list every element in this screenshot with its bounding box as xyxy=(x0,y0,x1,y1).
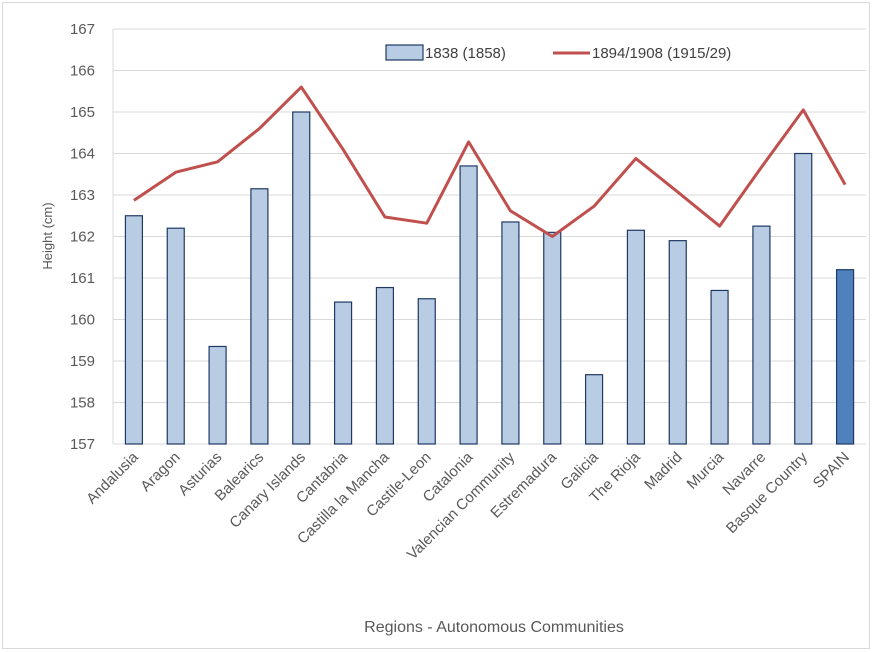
legend-line-label: 1894/1908 (1915/29) xyxy=(592,45,731,62)
line-series xyxy=(133,85,847,238)
bar xyxy=(250,188,269,445)
x-axis-title: Regions - Autonomous Communities xyxy=(364,619,624,636)
bar xyxy=(208,345,227,445)
y-tick-label: 163 xyxy=(70,187,95,204)
bar xyxy=(459,165,478,445)
bar xyxy=(501,221,520,445)
bar xyxy=(835,269,855,445)
bar xyxy=(626,229,646,445)
bar xyxy=(584,374,604,445)
y-tick-label: 162 xyxy=(70,229,95,246)
y-tick-label: 157 xyxy=(70,436,95,453)
y-tick-label: 160 xyxy=(70,312,95,329)
y-tick-label: 164 xyxy=(70,146,95,163)
y-tick-label: 159 xyxy=(70,353,95,370)
x-category-label: SPAIN xyxy=(810,449,853,492)
y-tick-label: 161 xyxy=(70,270,95,287)
bar xyxy=(794,152,813,445)
bar xyxy=(124,215,144,445)
bar xyxy=(417,298,436,445)
bars xyxy=(124,111,855,445)
bar xyxy=(166,227,185,445)
legend-bar-label: 1838 (1858) xyxy=(425,45,506,62)
y-axis-ticks: 157 158 159 160 161 162 163 164 165 166 167 xyxy=(70,21,95,453)
y-axis-title: Height (cm) xyxy=(40,202,55,269)
bar xyxy=(375,286,395,445)
x-category-label: Andalusia xyxy=(83,448,142,507)
bar xyxy=(668,240,687,445)
legend-bar-swatch xyxy=(385,44,424,61)
legend: 1838 (1858) 1894/1908 (1915/29) xyxy=(385,44,731,62)
y-tick-label: 165 xyxy=(70,104,95,121)
y-tick-label: 166 xyxy=(70,63,95,80)
bar xyxy=(710,289,729,445)
x-category-label: Madrid xyxy=(641,449,685,493)
y-tick-label: 158 xyxy=(70,395,95,412)
bar xyxy=(333,301,353,445)
bar xyxy=(292,111,311,445)
y-tick-label: 167 xyxy=(70,21,95,38)
line-series-path xyxy=(133,85,847,238)
bar xyxy=(752,225,771,445)
bar xyxy=(543,231,562,445)
